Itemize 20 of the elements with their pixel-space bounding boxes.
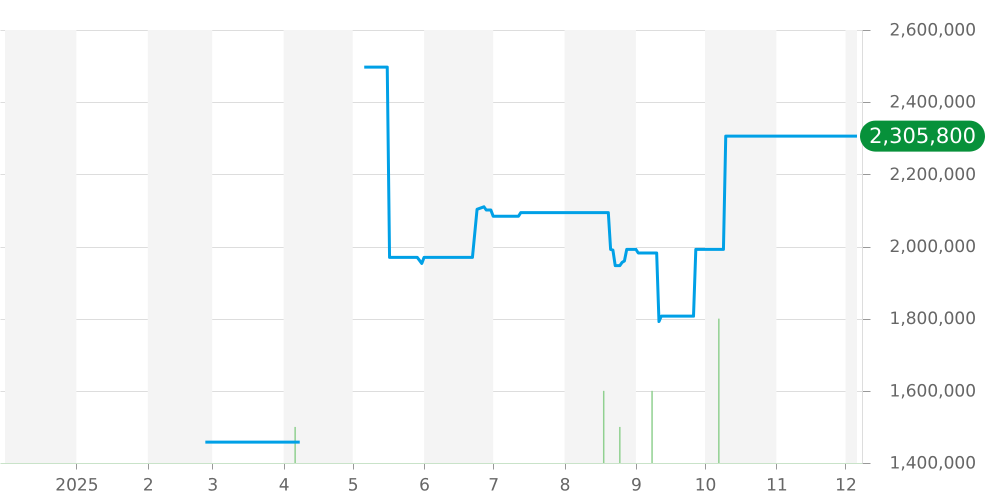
x-tick-label: 4 [278,476,290,496]
x-tick-label: 6 [419,476,430,496]
y-tick-label: 2,600,000 [890,20,976,40]
y-tick-label: 1,400,000 [890,454,976,474]
x-tick-label: 2025 [55,476,99,496]
x-tick-label: 8 [560,476,570,496]
x-tick-label: 5 [348,476,359,496]
y-tick-label: 1,800,000 [890,309,976,330]
x-tick-label: 3 [207,476,218,496]
y-tick-label: 1,600,000 [890,381,976,402]
x-tick-label: 9 [631,476,642,496]
x-tick-label: 2 [142,476,154,496]
y-tick-label: 2,000,000 [890,237,976,257]
x-tick-label: 11 [766,476,788,496]
x-tick-label: 7 [488,476,500,496]
x-tick-label: 10 [694,476,716,496]
y-tick-label: 2,200,000 [890,164,976,185]
y-tick-label: 2,400,000 [890,92,976,113]
data-label: 2,305,800 [869,124,976,148]
x-tick-label: 12 [835,476,857,496]
